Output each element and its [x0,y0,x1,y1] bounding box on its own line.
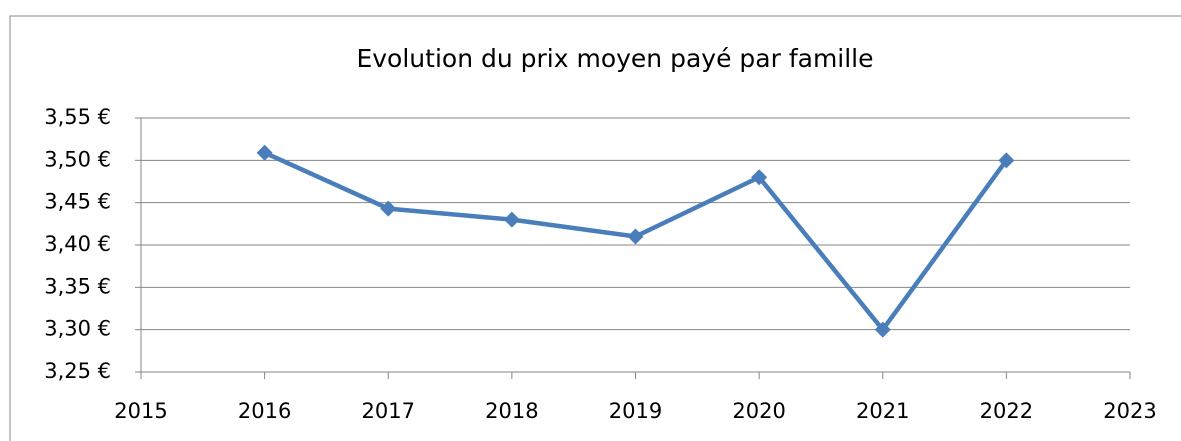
data-point [256,144,273,161]
x-tick-label: 2020 [732,399,785,423]
x-tick-label: 2019 [609,399,662,423]
x-tick-label: 2015 [114,399,167,423]
data-point [627,228,644,245]
x-tick-label: 2022 [980,399,1033,423]
y-tick-label: 3,45 € [44,190,111,214]
y-tick-label: 3,50 € [44,147,111,171]
y-tick-label: 3,30 € [44,317,111,341]
y-tick-label: 3,40 € [44,232,111,256]
x-tick-label: 2017 [362,399,415,423]
data-point [503,211,520,228]
data-point [998,152,1015,169]
data-point [874,321,891,338]
x-tick-label: 2016 [238,399,291,423]
y-tick-label: 3,35 € [44,274,111,298]
y-tick-label: 3,25 € [44,359,111,383]
x-tick-label: 2021 [856,399,909,423]
x-tick-label: 2023 [1103,399,1156,423]
chart-frame [9,15,1181,441]
x-tick-label: 2018 [485,399,538,423]
data-point [380,200,397,217]
y-tick-label: 3,55 € [44,105,111,129]
chart-title: Evolution du prix moyen payé par famille [356,44,873,73]
data-point [751,169,768,186]
